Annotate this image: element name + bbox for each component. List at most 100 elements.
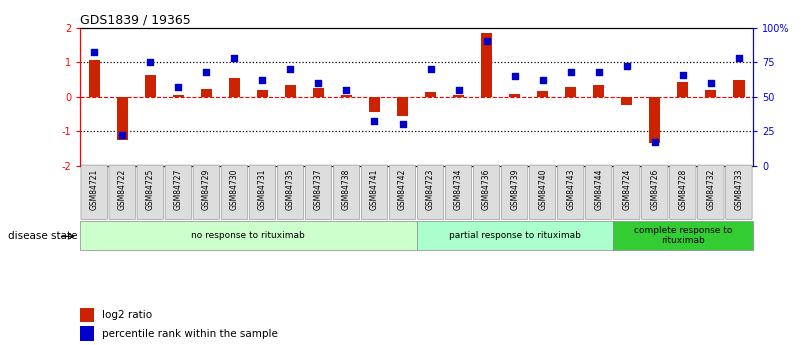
Bar [537,91,548,97]
Bar [593,85,604,97]
Point [312,80,324,86]
FancyBboxPatch shape [586,165,612,220]
FancyBboxPatch shape [333,165,360,220]
Text: GSM84738: GSM84738 [342,168,351,210]
Text: GSM84743: GSM84743 [566,168,575,210]
Bar [229,78,239,97]
Text: partial response to rituximab: partial response to rituximab [449,231,581,240]
Bar [565,87,576,97]
Point [452,87,465,92]
Point [508,73,521,79]
FancyBboxPatch shape [277,165,304,220]
Bar [340,95,352,97]
FancyBboxPatch shape [614,165,640,220]
FancyBboxPatch shape [221,165,248,220]
Text: GSM84740: GSM84740 [538,168,547,210]
Text: GSM84732: GSM84732 [706,168,715,210]
Text: GSM84735: GSM84735 [286,168,295,210]
Bar [705,90,716,97]
Point [564,69,577,75]
Text: GSM84724: GSM84724 [622,168,631,210]
Text: complete response to
rituximab: complete response to rituximab [634,226,732,245]
Text: GSM84727: GSM84727 [174,168,183,210]
Point [227,55,240,61]
FancyBboxPatch shape [670,165,696,220]
FancyBboxPatch shape [80,221,417,250]
Bar [89,60,100,97]
Text: GSM84744: GSM84744 [594,168,603,210]
Text: GSM84737: GSM84737 [314,168,323,210]
Point [424,66,437,72]
Text: GSM84742: GSM84742 [398,168,407,210]
Bar [453,95,464,97]
Bar [368,97,380,112]
Bar [80,326,95,341]
Point [536,77,549,83]
FancyBboxPatch shape [249,165,276,220]
Text: GSM84741: GSM84741 [370,168,379,210]
FancyBboxPatch shape [193,165,219,220]
Bar [425,92,436,97]
FancyBboxPatch shape [417,221,613,250]
Bar [509,94,520,97]
Point [88,50,101,55]
Bar [312,88,324,97]
Text: GSM84734: GSM84734 [454,168,463,210]
Point [171,84,184,90]
FancyBboxPatch shape [529,165,556,220]
Text: GSM84736: GSM84736 [482,168,491,210]
Point [480,39,493,44]
Point [340,87,352,92]
Point [115,132,128,138]
Text: percentile rank within the sample: percentile rank within the sample [103,329,278,339]
Point [648,139,661,145]
Text: GSM84739: GSM84739 [510,168,519,210]
Text: GSM84723: GSM84723 [426,168,435,210]
Bar [481,33,492,97]
FancyBboxPatch shape [137,165,163,220]
FancyBboxPatch shape [305,165,332,220]
FancyBboxPatch shape [445,165,472,220]
Point [144,59,157,65]
FancyBboxPatch shape [642,165,668,220]
FancyBboxPatch shape [613,221,753,250]
Bar [200,89,211,97]
Point [592,69,605,75]
Text: disease state: disease state [8,231,78,241]
Text: no response to rituximab: no response to rituximab [191,231,305,240]
Point [368,119,380,124]
Point [620,63,633,69]
Text: GSM84722: GSM84722 [118,168,127,209]
FancyBboxPatch shape [726,165,752,220]
Text: GSM84726: GSM84726 [650,168,659,210]
Point [199,69,212,75]
FancyBboxPatch shape [109,165,135,220]
Point [256,77,268,83]
FancyBboxPatch shape [389,165,416,220]
Point [676,72,689,77]
Bar [172,95,183,97]
Point [732,55,745,61]
FancyBboxPatch shape [417,165,444,220]
Bar [284,85,296,97]
FancyBboxPatch shape [81,165,107,220]
Bar [144,75,155,97]
Text: GSM84728: GSM84728 [678,168,687,209]
Text: GSM84730: GSM84730 [230,168,239,210]
Text: GSM84729: GSM84729 [202,168,211,210]
Bar [256,90,268,97]
FancyBboxPatch shape [361,165,388,220]
FancyBboxPatch shape [698,165,724,220]
FancyBboxPatch shape [473,165,500,220]
Bar [677,82,688,97]
Bar [80,308,95,322]
Point [704,80,717,86]
Bar [396,97,408,116]
Text: GSM84721: GSM84721 [90,168,99,209]
Bar [649,97,660,143]
FancyBboxPatch shape [165,165,191,220]
Point [396,121,409,127]
Text: GSM84733: GSM84733 [735,168,743,210]
FancyBboxPatch shape [501,165,528,220]
Text: GSM84725: GSM84725 [146,168,155,210]
